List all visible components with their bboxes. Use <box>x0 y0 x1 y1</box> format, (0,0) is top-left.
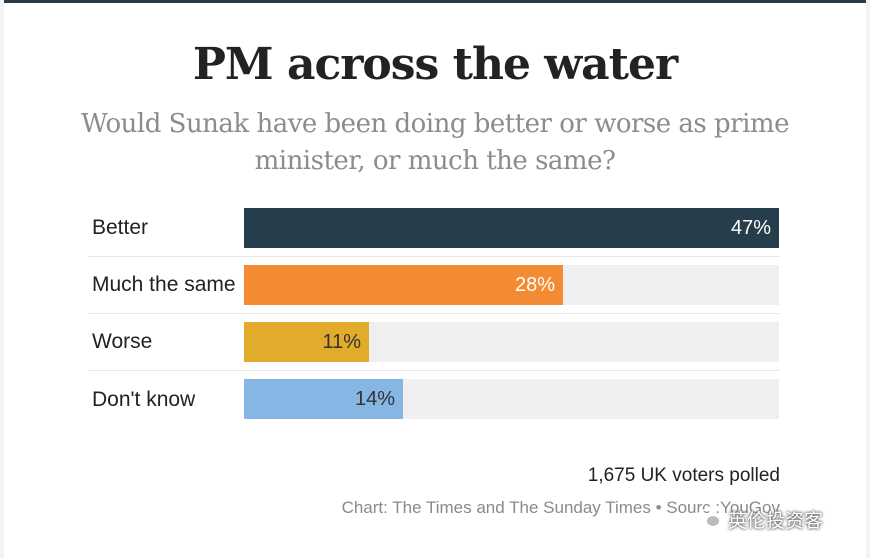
watermark: 英伦投资客 <box>696 504 846 534</box>
bar: 47% <box>244 208 779 248</box>
bar-track: 28% <box>244 265 779 305</box>
sample-note: 1,675 UK voters polled <box>587 465 780 486</box>
category-label: Worse <box>92 330 153 353</box>
wechat-icon <box>696 509 721 528</box>
bar-value-label: 14% <box>354 387 395 410</box>
bar: 14% <box>244 379 403 419</box>
bar-row: Don't know 14% <box>88 371 780 428</box>
bar-value-label: 11% <box>322 330 361 353</box>
chart-subtitle: Would Sunak have been doing better or wo… <box>81 109 789 176</box>
bar-value-label: 28% <box>514 273 555 296</box>
category-label: Much the same <box>92 273 236 296</box>
bar-row: Better 47% <box>88 200 780 257</box>
bar-row: Worse 11% <box>88 314 780 371</box>
bar-track: 14% <box>244 379 779 419</box>
bar-value-label: 47% <box>730 216 771 239</box>
chart-card: PM across the water Would Sunak have bee… <box>4 0 866 558</box>
bar-track: 47% <box>244 208 779 248</box>
category-label: Don't know <box>92 387 196 411</box>
bar: 28% <box>244 265 563 305</box>
bar-row: Much the same 28% <box>88 257 780 314</box>
bar-track: 11% <box>244 322 779 362</box>
watermark-text: 英伦投资客 <box>728 510 824 532</box>
bar: 11% <box>244 322 369 362</box>
chart-title: PM across the water <box>192 39 678 90</box>
category-label: Better <box>92 216 149 239</box>
source-note: Chart: The Times and The Sunday Times • … <box>341 498 780 517</box>
